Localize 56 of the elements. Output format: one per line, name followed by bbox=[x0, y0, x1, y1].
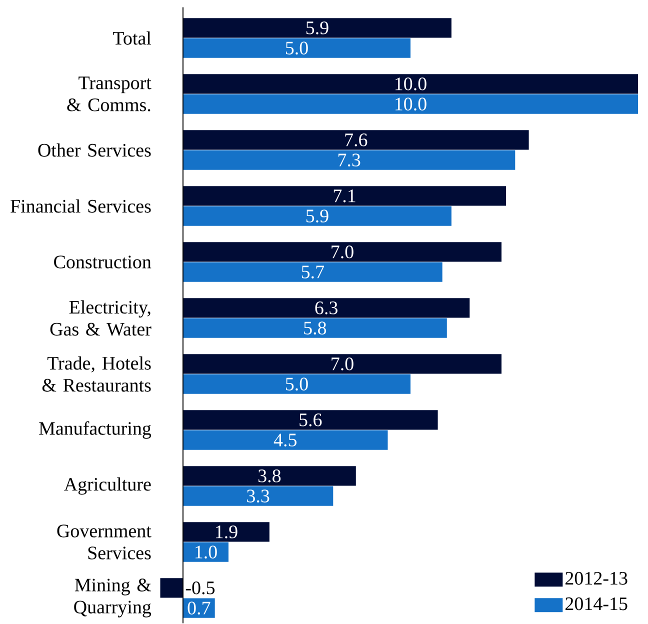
bar bbox=[182, 318, 447, 338]
y-tick-label: Electricity, Gas & Water bbox=[50, 300, 152, 336]
y-tick-label: Financial Services bbox=[10, 199, 151, 213]
y-tick-label: Construction bbox=[54, 256, 152, 268]
bar bbox=[182, 94, 638, 114]
data-label: 7.0 bbox=[332, 245, 354, 258]
y-tick-label: Transport & Comms. bbox=[67, 76, 152, 112]
data-label: 5.0 bbox=[286, 42, 308, 55]
data-label: 5.8 bbox=[304, 322, 326, 335]
data-label: -0.5 bbox=[186, 581, 215, 594]
data-label: 5.7 bbox=[302, 266, 324, 278]
legend-label: 2012-13 bbox=[566, 572, 628, 585]
data-label: 7.0 bbox=[332, 357, 354, 370]
bar bbox=[182, 38, 410, 58]
data-label: 5.9 bbox=[306, 210, 328, 223]
bar bbox=[182, 242, 502, 262]
data-label: 10.0 bbox=[396, 98, 426, 111]
y-tick-label: Agriculture bbox=[64, 477, 151, 495]
data-label: 5.9 bbox=[306, 22, 328, 34]
bar bbox=[182, 466, 356, 486]
data-label: 4.5 bbox=[274, 434, 296, 446]
y-tick-label: Mining & Quarrying bbox=[74, 578, 152, 618]
bar bbox=[182, 186, 506, 206]
bar bbox=[182, 354, 502, 374]
bar bbox=[182, 262, 442, 282]
data-label: 1.0 bbox=[196, 546, 217, 559]
y-tick-label: Other Services bbox=[38, 143, 151, 157]
bar bbox=[182, 486, 334, 506]
data-label: 5.0 bbox=[286, 378, 308, 391]
legend-label: 2014-15 bbox=[566, 597, 628, 610]
data-label: 7.1 bbox=[334, 190, 356, 202]
data-label: 1.9 bbox=[216, 526, 238, 538]
data-label: 6.3 bbox=[315, 302, 338, 314]
bar bbox=[182, 522, 270, 542]
data-label: 3.8 bbox=[258, 469, 281, 482]
bar bbox=[182, 430, 388, 450]
bar bbox=[182, 130, 529, 150]
bar bbox=[182, 298, 470, 318]
data-label: 7.3 bbox=[338, 154, 360, 167]
bar bbox=[182, 374, 410, 394]
bar bbox=[160, 578, 183, 598]
bar bbox=[182, 206, 452, 226]
bar bbox=[182, 74, 638, 94]
data-label: 5.6 bbox=[300, 414, 322, 426]
y-tick-label: Trade, Hotels & Restaurants bbox=[42, 356, 151, 392]
y-tick-label: Total bbox=[113, 31, 152, 45]
bar bbox=[182, 18, 452, 38]
data-label: 0.7 bbox=[188, 602, 210, 615]
bar bbox=[182, 542, 228, 562]
data-label: 10.0 bbox=[396, 77, 426, 90]
y-tick-label: Manufacturing bbox=[39, 421, 152, 439]
data-label: 3.3 bbox=[247, 490, 270, 503]
y-tick-label: Government Services bbox=[57, 524, 152, 560]
bar bbox=[182, 150, 516, 170]
data-label: 7.6 bbox=[345, 134, 368, 146]
bar bbox=[182, 410, 438, 430]
